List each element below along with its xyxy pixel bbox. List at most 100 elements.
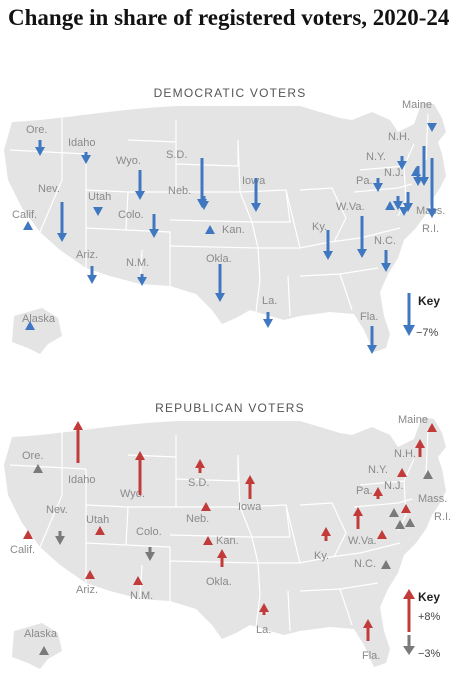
rep-label-w-va: W.Va. — [348, 535, 377, 547]
dem-label-n-m: N.M. — [126, 257, 149, 269]
rep-key: Key +8% −3% — [403, 589, 441, 660]
rep-label-calif: Calif. — [10, 544, 35, 556]
dem-arrow-26 — [385, 201, 395, 210]
dem-label-wyo: Wyo. — [116, 155, 141, 167]
dem-state-labels: Maine Ore. Idaho S.D. N.H.N.Y. Wyo. Iowa Pa. N.J… — [12, 99, 445, 325]
dem-label-calif: Calif. — [12, 209, 37, 221]
dem-arrow-4 — [199, 196, 209, 210]
rep-label-kan: Kan. — [216, 535, 239, 547]
dem-key-value: −7% — [416, 327, 439, 339]
rep-label-ky: Ky. — [314, 550, 329, 562]
dem-label-kan: Kan. — [222, 224, 245, 236]
rep-label-neb: Neb. — [186, 513, 209, 525]
dem-label-w-va: W.Va. — [336, 201, 365, 213]
dem-arrow-20 — [397, 156, 407, 170]
rep-label-n-m: N.M. — [130, 590, 153, 602]
dem-arrow-17 — [357, 216, 367, 258]
dem-arrow-24 — [427, 123, 437, 132]
rep-arrow-29 — [395, 520, 405, 529]
dem-label-ore: Ore. — [26, 124, 47, 136]
rep-label-mass: Mass. — [418, 493, 447, 505]
us-land — [4, 102, 446, 354]
dem-arrow-22 — [419, 146, 429, 186]
dem-label-n-j: N.J. — [384, 167, 404, 179]
dem-label-r-i: R.I. — [422, 223, 439, 235]
rep-key-title: Key — [418, 590, 440, 604]
rep-label-nev: Nev. — [46, 504, 68, 516]
dem-panel-title: DEMOCRATIC VOTERS — [154, 86, 307, 100]
rep-arrow-2 — [195, 459, 205, 473]
dem-arrow-29 — [411, 167, 421, 176]
rep-arrow-10 — [217, 549, 227, 567]
dem-label-ky: Ky. — [312, 221, 327, 233]
rep-arrow-20 — [363, 619, 373, 641]
rep-label-r-i: R.I. — [434, 511, 451, 523]
dem-label-n-h: N.H. — [388, 131, 410, 143]
rep-label-n-h: N.H. — [394, 448, 416, 460]
rep-label-pa: Pa. — [356, 485, 373, 497]
rep-arrow-5 — [55, 531, 65, 545]
dem-arrow-8 — [93, 207, 103, 216]
dem-label-idaho: Idaho — [68, 137, 96, 149]
rep-arrow-1 — [135, 451, 145, 495]
dem-arrow-11 — [87, 266, 97, 284]
dem-arrows — [23, 123, 437, 354]
rep-label-n-j: N.J. — [384, 480, 404, 492]
dem-arrow-9 — [149, 214, 159, 238]
dem-label-s-d: S.D. — [166, 149, 187, 161]
rep-label-alaska: Alaska — [24, 628, 58, 640]
dem-label-maine: Maine — [402, 99, 432, 111]
dem-arrow-23 — [427, 158, 437, 218]
dem-label-fla: Fla. — [360, 311, 378, 323]
rep-label-fla: Fla. — [362, 650, 380, 662]
dem-arrow-15 — [25, 321, 35, 330]
dem-arrow-0 — [35, 140, 45, 156]
dem-arrow-13 — [215, 264, 225, 302]
dem-label-la: La. — [262, 295, 277, 307]
rep-arrow-0 — [73, 421, 83, 463]
rep-arrow-27 — [401, 504, 411, 513]
dem-arrow-30 — [399, 207, 409, 216]
rep-arrow-22 — [415, 439, 425, 457]
chart-title: Change in share of registered voters, 20… — [8, 5, 450, 30]
rep-key-down-arrowhead — [403, 646, 415, 655]
rep-label-maine: Maine — [398, 414, 428, 426]
rep-label-colo: Colo. — [136, 526, 162, 538]
dem-arrow-18 — [381, 250, 391, 272]
dem-arrow-25 — [373, 178, 383, 192]
dem-label-colo: Colo. — [118, 209, 144, 221]
rep-arrow-17 — [353, 507, 363, 529]
rep-label-la: La. — [256, 624, 271, 636]
dem-arrow-19 — [367, 326, 377, 354]
republican-voters-map: REPUBLICAN VOTERS MaineOre.IdahoN.H.Wyo.… — [4, 401, 451, 669]
rep-key-value-down: −3% — [418, 648, 441, 660]
dem-arrow-2 — [135, 170, 145, 200]
rep-label-iowa: Iowa — [238, 501, 262, 513]
dem-label-n-c: N.C. — [374, 235, 396, 247]
rep-arrow-11 — [23, 530, 33, 539]
rep-label-ore: Ore. — [22, 450, 43, 462]
us-land — [4, 417, 446, 669]
rep-arrow-21 — [397, 468, 407, 477]
rep-arrow-12 — [85, 570, 95, 579]
dem-arrow-12 — [137, 274, 147, 286]
rep-arrow-3 — [245, 475, 255, 499]
rep-arrow-14 — [259, 603, 269, 615]
dem-label-ariz: Ariz. — [76, 249, 98, 261]
rep-label-n-c: N.C. — [354, 558, 376, 570]
dem-label-pa: Pa. — [356, 175, 373, 187]
dem-arrow-1 — [81, 152, 91, 164]
rep-arrow-26 — [389, 508, 399, 517]
dem-key-arrowhead — [403, 325, 415, 336]
dem-arrow-10 — [205, 225, 215, 234]
state-borders — [9, 112, 429, 317]
rep-arrow-28 — [405, 518, 415, 527]
rep-panel-title: REPUBLICAN VOTERS — [155, 401, 305, 415]
dem-label-n-y: N.Y. — [366, 151, 386, 163]
rep-key-up-arrowhead — [403, 589, 415, 599]
rep-arrow-25 — [373, 487, 383, 499]
dem-key: Key −7% — [403, 293, 440, 339]
rep-key-value-up: +8% — [418, 611, 441, 623]
rep-label-s-d: S.D. — [188, 477, 209, 489]
